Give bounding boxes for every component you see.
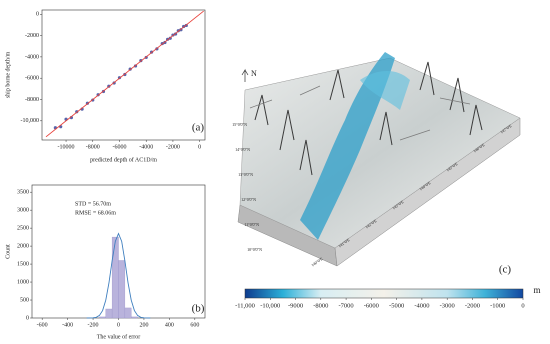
y-tick-label: 1000 bbox=[17, 279, 29, 285]
y-tick-label: -4000 bbox=[25, 54, 39, 60]
latitude-label: 15°0'0"N bbox=[232, 122, 247, 127]
colorbar-tick-label: -4000 bbox=[414, 302, 429, 309]
x-tick-label: -6000 bbox=[112, 144, 126, 150]
colorbar-tick-label: -1000 bbox=[490, 302, 505, 309]
y-tick-label: 500 bbox=[20, 297, 29, 303]
latitude-label: 12°0'0"N bbox=[241, 197, 256, 202]
north-arrow bbox=[241, 68, 249, 82]
longitude-label: 142°0'E bbox=[364, 218, 378, 230]
colorbar-tick-label: -11,000 bbox=[235, 302, 255, 309]
panel-label: (a) bbox=[192, 122, 205, 134]
colorbar-tick-label: -5000 bbox=[389, 302, 404, 309]
y-tick-label: 3000 bbox=[17, 208, 29, 214]
latitude-label: 11°0'0"N bbox=[244, 222, 259, 227]
y-axis-label: ship borne depth/m bbox=[5, 52, 11, 99]
colorbar-tick-label: -3000 bbox=[440, 302, 455, 309]
colorbar-tick-label: -2000 bbox=[465, 302, 480, 309]
fit-curve bbox=[86, 232, 151, 319]
latitude-label: 14°0'0"N bbox=[235, 147, 250, 152]
north-label: N bbox=[251, 69, 257, 78]
latitude-label: 13°0'0"N bbox=[238, 172, 253, 177]
longitude-label: 147°0'E bbox=[499, 123, 513, 135]
x-tick-label: 600 bbox=[190, 322, 199, 328]
y-tick-label: 0 bbox=[26, 315, 29, 321]
latitude-label: 10°0'0"N bbox=[247, 247, 262, 252]
bar bbox=[99, 316, 106, 319]
y-tick-label: 0 bbox=[36, 12, 39, 18]
x-tick-label: 0 bbox=[117, 322, 120, 328]
longitude-label: 145°0'E bbox=[445, 161, 459, 173]
x-tick-label: -8000 bbox=[86, 144, 100, 150]
plot-frame bbox=[41, 9, 206, 141]
longitude-label: 141°0'E bbox=[337, 237, 351, 249]
y-axis-label: Count bbox=[5, 244, 11, 259]
terrain-3d bbox=[237, 52, 521, 267]
bar bbox=[118, 260, 126, 319]
x-tick-label: -600 bbox=[37, 322, 48, 328]
y-tick-label: 1500 bbox=[17, 261, 29, 267]
reference-line bbox=[45, 10, 204, 138]
x-axis-label: The value of error bbox=[97, 333, 140, 340]
colorbar-tick-label: -9000 bbox=[288, 302, 303, 309]
y-tick-label: -6000 bbox=[25, 76, 39, 82]
y-tick-label: -10,000 bbox=[21, 118, 40, 124]
x-tick-label: -400 bbox=[62, 322, 73, 328]
bar bbox=[111, 236, 119, 319]
x-tick-label: -4000 bbox=[139, 144, 153, 150]
y-tick-label: 3500 bbox=[17, 190, 29, 196]
x-axis-label: predicted depth of AC1D/m bbox=[90, 156, 157, 163]
x-tick-label: -10000 bbox=[58, 144, 75, 150]
x-tick-label: -200 bbox=[88, 322, 99, 328]
y-tick-label: 2500 bbox=[17, 226, 29, 232]
annotation: RMSE = 68.06m bbox=[75, 210, 116, 216]
colorbar-tick-label: -8000 bbox=[313, 302, 328, 309]
y-tick-label: 2000 bbox=[17, 243, 29, 249]
colorbar-tick-label: -7000 bbox=[339, 302, 354, 309]
y-tick-label: -2000 bbox=[25, 33, 39, 39]
x-tick-label: 0 bbox=[198, 144, 201, 150]
y-tick-label: -8000 bbox=[25, 97, 39, 103]
colorbar-unit: m bbox=[533, 285, 540, 295]
longitude-label: 144°0'E bbox=[418, 180, 432, 192]
colorbar-tick-label: -6000 bbox=[364, 302, 379, 309]
x-tick-label: -2000 bbox=[166, 144, 180, 150]
x-tick-label: 200 bbox=[139, 322, 148, 328]
annotation: STD = 56.70m bbox=[75, 201, 111, 207]
colorbar-tick-label: -10,000 bbox=[260, 302, 280, 309]
longitude-label: 140°0'E bbox=[310, 256, 324, 268]
bar bbox=[105, 308, 113, 319]
colorbar-tick-label: 0 bbox=[521, 302, 524, 309]
longitude-label: 143°0'E bbox=[391, 199, 405, 211]
colorbar bbox=[244, 288, 524, 299]
x-tick-label: 400 bbox=[165, 322, 174, 328]
panel-label: (b) bbox=[192, 303, 205, 315]
bar bbox=[131, 316, 138, 319]
panel-label: (c) bbox=[499, 264, 512, 276]
longitude-label: 146°0'E bbox=[472, 142, 486, 154]
bar bbox=[124, 307, 132, 319]
